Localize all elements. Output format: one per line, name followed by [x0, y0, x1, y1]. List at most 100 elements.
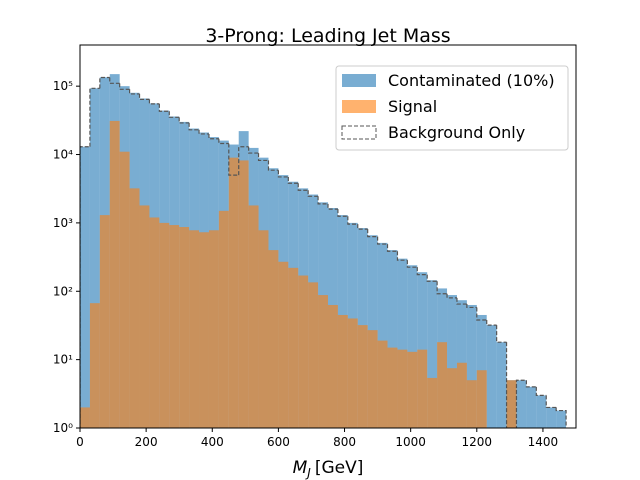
- x-tick-label: 200: [135, 435, 158, 449]
- bar: [109, 120, 120, 428]
- bar: [476, 370, 487, 428]
- bar: [447, 295, 457, 428]
- step: [515, 379, 527, 428]
- step: [238, 146, 249, 176]
- bar: [228, 157, 239, 428]
- x-tick-label: 600: [267, 435, 290, 449]
- legend-box: [335, 65, 569, 151]
- step: [218, 138, 229, 145]
- step: [129, 89, 140, 95]
- step: [228, 143, 239, 176]
- bar: [437, 342, 448, 428]
- step: [545, 395, 557, 409]
- x-label-symbol: M: [293, 458, 308, 478]
- bar: [466, 380, 477, 428]
- bar: [556, 410, 567, 428]
- bar: [129, 188, 140, 428]
- step: [188, 122, 200, 131]
- step: [337, 209, 348, 217]
- bar: [427, 377, 438, 428]
- bar: [248, 205, 259, 428]
- bar: [407, 351, 418, 428]
- bar: [357, 325, 368, 428]
- x-tick-label: 1400: [528, 435, 559, 449]
- bar: [347, 318, 358, 428]
- bar: [189, 230, 200, 428]
- x-tick-label: 400: [201, 435, 224, 449]
- step: [138, 93, 150, 101]
- x-axis-label: MJ [GeV]: [293, 458, 364, 480]
- y-tick-label: 10¹: [53, 353, 73, 367]
- bar: [377, 340, 388, 428]
- step: [466, 304, 477, 309]
- x-tick-label: 800: [333, 435, 356, 449]
- bar: [218, 210, 229, 428]
- step: [109, 77, 120, 84]
- step: [148, 99, 160, 105]
- bar: [238, 160, 249, 428]
- step: [525, 380, 537, 388]
- bar: [337, 314, 348, 428]
- step: [416, 267, 428, 276]
- step: [476, 307, 487, 321]
- bar: [119, 151, 130, 428]
- bar: [89, 88, 100, 428]
- legend-label: Background Only: [388, 123, 525, 142]
- x-tick-label: 1000: [395, 435, 426, 449]
- bar: [278, 261, 289, 428]
- step: [277, 170, 289, 178]
- bar: [208, 230, 219, 428]
- step: [317, 196, 328, 205]
- y-tick-label: 10³: [53, 216, 73, 230]
- bar: [99, 215, 110, 428]
- bar: [89, 303, 100, 428]
- step: [327, 203, 338, 210]
- bar: [486, 325, 497, 428]
- y-tick-label: 10⁵: [53, 79, 73, 93]
- step: [357, 224, 368, 230]
- y-tick-label: 10⁰: [53, 421, 73, 435]
- bar: [169, 225, 180, 428]
- bar: [199, 232, 209, 428]
- step: [386, 244, 398, 252]
- legend-swatch: [342, 74, 376, 87]
- step: [248, 146, 259, 154]
- step: [267, 160, 279, 171]
- step: [486, 319, 497, 326]
- bar: [536, 395, 547, 428]
- bar: [387, 347, 398, 428]
- step: [535, 386, 547, 396]
- bar: [318, 295, 328, 428]
- bar: [80, 407, 90, 428]
- step: [99, 76, 110, 89]
- bar: [516, 380, 527, 428]
- bar: [417, 349, 428, 428]
- step: [257, 153, 269, 162]
- step: [496, 325, 507, 343]
- bar: [308, 282, 319, 428]
- bar: [546, 407, 557, 428]
- x-tick-label: 1200: [462, 435, 493, 449]
- bar: [139, 205, 150, 428]
- bar: [179, 227, 190, 428]
- bar: [258, 230, 269, 428]
- bar: [377, 242, 388, 428]
- bar: [447, 368, 457, 428]
- plot: [80, 74, 567, 428]
- y-tick-label: 10⁴: [53, 148, 73, 162]
- bar: [456, 362, 467, 428]
- bar: [397, 349, 408, 428]
- step: [426, 274, 438, 282]
- step: [80, 146, 90, 428]
- step: [119, 83, 130, 90]
- y-tick-label: 10²: [53, 284, 73, 298]
- step: [396, 251, 408, 261]
- legend-swatch: [341, 125, 377, 140]
- x-label-unit: [GeV]: [315, 458, 364, 478]
- step: [377, 236, 388, 245]
- step: [555, 407, 567, 428]
- bar: [427, 280, 438, 428]
- step: [198, 129, 209, 135]
- step: [347, 216, 358, 225]
- bar: [268, 250, 279, 428]
